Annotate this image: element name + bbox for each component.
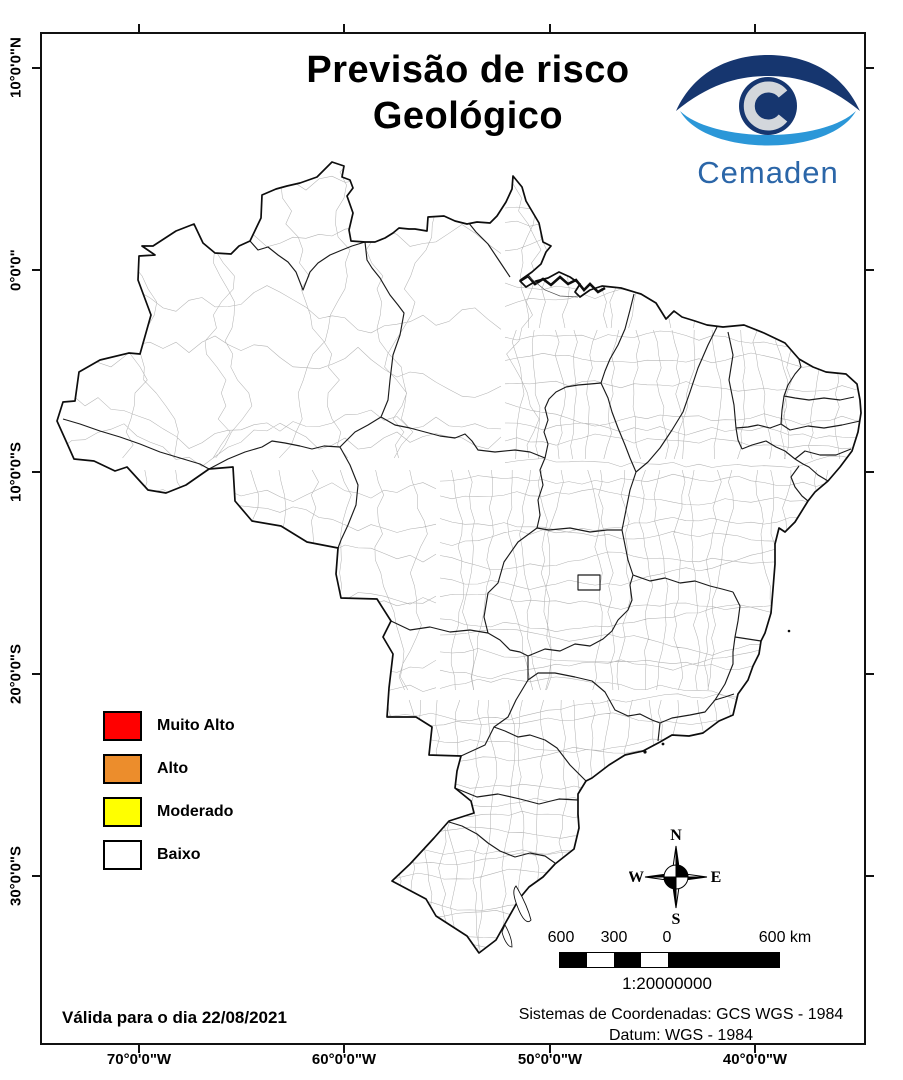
lon-tick [343,1045,345,1053]
lat-tick [32,269,40,271]
lon-tick [754,24,756,32]
lon-label: 70°0'0"W [106,1051,172,1068]
amazon-river-channel [527,275,579,298]
moderado-swatch [103,797,142,827]
scale-label: 300 [600,929,628,946]
lon-tick [549,1045,551,1053]
island-dot [787,629,791,633]
scale-bar-segment [641,953,668,967]
compass-south-label: S [672,911,681,926]
legend-item-muito-alto: Muito Alto [103,711,235,741]
legend-item-alto: Alto [103,754,235,784]
muito-alto-swatch [103,711,142,741]
lat-tick [866,67,874,69]
lon-tick [549,24,551,32]
map-frame [40,32,866,1045]
scale-bar-segment [587,953,614,967]
validity-date: Válida para o dia 22/08/2021 [62,1008,287,1027]
lat-label: 30°0'0"S [7,845,25,907]
lat-tick [866,269,874,271]
scale-label: 600 [547,929,575,946]
lon-label: 60°0'0"W [311,1051,377,1068]
cemaden-wordmark: Cemaden [697,155,838,190]
cemaden-logo: Cemaden [668,53,868,191]
lat-tick [32,67,40,69]
lat-tick [32,875,40,877]
island-dot [661,742,665,746]
scale-label: 600 km [758,929,812,946]
lon-tick [138,1045,140,1053]
compass-west-label: W [629,869,644,886]
lat-tick [866,673,874,675]
coordinate-system-note: Sistemas de Coordenadas: GCS WGS - 1984 … [495,1004,867,1046]
state-boundaries [62,218,861,864]
amazon-delta-coast [519,274,606,294]
cemaden-eye-icon: Cemaden [676,55,860,190]
crs-line2: Datum: WGS - 1984 [608,1027,754,1044]
scale-label: 0 [662,929,672,946]
lat-label: 10°0'0"S [7,441,25,503]
crs-line1: Sistemas de Coordenadas: GCS WGS - 1984 [518,1006,844,1023]
lon-tick [754,1045,756,1053]
legend-label: Baixo [157,846,201,863]
lat-label: 20°0'0"S [7,643,25,705]
map-title: Previsão de risco Geológico [54,47,882,139]
lon-label: 50°0'0"W [517,1051,583,1068]
scale-ratio: 1:20000000 [622,974,712,993]
scale-bar [559,952,780,968]
map-title-line2: Geológico [372,95,564,137]
legend-label: Alto [157,760,189,777]
lat-tick [866,875,874,877]
lon-tick [138,24,140,32]
lat-label: 10°0'0"N [7,37,25,99]
legend-item-moderado: Moderado [103,797,235,827]
lat-label: 0°0'0" [7,249,25,291]
lon-tick [343,24,345,32]
compass-east-label: E [711,869,722,886]
map-title-line1: Previsão de risco [306,49,630,91]
compass-rose-icon: N S E W [629,827,722,926]
lagoa-mirim [501,924,513,948]
alto-swatch [103,754,142,784]
lat-tick [32,471,40,473]
legend-label: Muito Alto [157,717,235,734]
island-dot [643,750,647,754]
lagoa-dos-patos [513,885,532,923]
lat-tick [866,471,874,473]
risk-legend: Muito Alto Alto Moderado Baixo [103,711,235,883]
baixo-swatch [103,840,142,870]
lon-label: 40°0'0"W [722,1051,788,1068]
legend-label: Moderado [157,803,234,820]
legend-item-baixo: Baixo [103,840,235,870]
compass-north-label: N [670,827,682,844]
lat-tick [32,673,40,675]
